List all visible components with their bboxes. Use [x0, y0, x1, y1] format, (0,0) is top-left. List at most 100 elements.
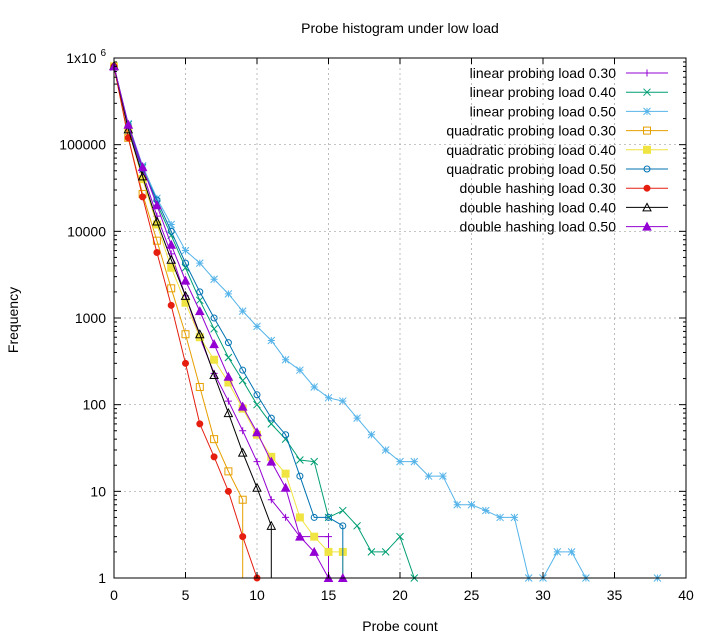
legend-marker: [643, 69, 651, 77]
data-point: [481, 506, 490, 515]
data-point: [467, 500, 476, 509]
legend-marker: [642, 221, 652, 231]
data-point: [296, 472, 304, 480]
data-point: [194, 306, 205, 316]
data-point: [281, 469, 290, 478]
data-point: [210, 275, 218, 284]
tick-labels: 0 5 10 15 20 25 30 35 40 1 10 100 1000 10000 100000 1x1…: [59, 48, 694, 603]
data-point: [167, 220, 176, 229]
data-point: [295, 513, 304, 522]
data-point: [282, 513, 290, 521]
data-point: [282, 431, 290, 439]
x-tick-label: 40: [678, 587, 694, 603]
data-point: [224, 289, 233, 298]
data-point: [182, 359, 189, 367]
legend-label: double hashing load 0.40: [460, 199, 617, 215]
data-point: [238, 307, 247, 315]
data-point: [223, 371, 234, 381]
data-point: [396, 532, 404, 541]
series-8: [109, 60, 277, 578]
grid: [114, 58, 686, 578]
data-point: [166, 254, 177, 264]
legend: linear probing load 0.30 linear probing l…: [446, 65, 668, 235]
data-point: [224, 339, 232, 347]
legend-marker: [643, 107, 651, 116]
legend-label: linear probing load 0.30: [470, 65, 617, 81]
data-point: [324, 393, 333, 402]
data-point: [281, 355, 290, 364]
data-point: [209, 339, 219, 349]
data-point: [224, 487, 232, 495]
data-point: [181, 330, 190, 339]
data-point: [310, 383, 319, 391]
series-2: [110, 62, 419, 582]
data-point: [210, 324, 218, 333]
data-point: [224, 467, 233, 476]
y-tick-label-top: 1x10 6: [66, 48, 106, 66]
data-point: [453, 500, 462, 509]
y-tick-label: 1: [98, 570, 106, 586]
legend-label: double hashing load 0.30: [460, 180, 617, 196]
data-point: [253, 322, 261, 331]
data-point: [239, 366, 247, 374]
data-point: [252, 427, 262, 437]
data-point: [310, 513, 318, 521]
data-point: [195, 382, 204, 391]
data-point: [194, 329, 205, 339]
data-point: [238, 495, 247, 504]
data-point: [167, 227, 175, 235]
data-point: [367, 548, 376, 556]
data-point: [410, 457, 419, 466]
x-tick-label: 15: [321, 587, 337, 603]
x-tick-label: 5: [182, 587, 190, 603]
data-point: [381, 548, 390, 556]
axes: [113, 57, 687, 579]
series-line: [113, 66, 344, 578]
legend-label: double hashing load 0.50: [460, 219, 617, 235]
data-point: [367, 430, 376, 439]
y-axis-label: Frequency: [5, 287, 21, 353]
data-point: [224, 353, 233, 362]
legend-label: linear probing load 0.40: [470, 84, 617, 100]
data-point: [237, 401, 248, 411]
series-line: [113, 65, 272, 578]
data-point: [210, 435, 219, 444]
y-tick-label: 1000: [75, 310, 106, 326]
data-point: [195, 259, 204, 267]
data-point: [239, 533, 247, 541]
data-point: [167, 301, 175, 309]
y-tick-label: 100000: [59, 137, 106, 153]
legend-marker: [643, 145, 651, 154]
data-point: [137, 162, 148, 172]
data-point: [396, 457, 404, 466]
data-point: [253, 391, 261, 399]
series-5: [110, 62, 347, 578]
x-tick-label: 20: [392, 587, 408, 603]
data-point: [496, 513, 504, 522]
x-axis-label: Probe count: [362, 618, 438, 634]
data-point: [182, 259, 189, 267]
data-point: [510, 513, 519, 522]
series-9: [109, 61, 348, 582]
data-point: [210, 314, 218, 322]
data-point: [296, 366, 304, 375]
legend-marker: [643, 165, 651, 173]
data-point: [567, 548, 576, 556]
data-point: [439, 472, 447, 480]
data-point: [324, 547, 333, 556]
series-1: [110, 61, 332, 578]
legend-label: quadratic probing load 0.50: [446, 161, 616, 177]
data-point: [237, 447, 248, 457]
data-point: [196, 288, 204, 296]
series-layer: [109, 60, 662, 582]
data-point: [296, 456, 304, 464]
data-point: [223, 408, 234, 418]
data-point: [253, 400, 261, 409]
legend-marker: [643, 88, 651, 97]
data-point: [553, 548, 562, 556]
plot-border: [113, 57, 687, 579]
data-point: [195, 296, 204, 305]
x-tick-label: 25: [464, 587, 480, 603]
data-point: [239, 427, 247, 435]
